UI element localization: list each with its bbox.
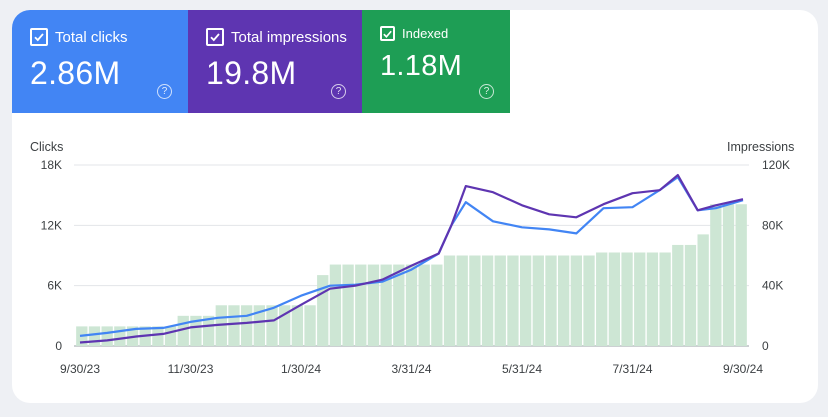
indexed-bar xyxy=(443,255,456,346)
total-clicks-label: Total clicks xyxy=(55,28,128,46)
indexed-bar xyxy=(114,326,126,346)
y-right-tick-label: 40K xyxy=(762,279,783,293)
left-axis-title: Clicks xyxy=(30,140,64,154)
indexed-bar xyxy=(241,305,253,346)
indexed-bar xyxy=(722,204,735,346)
indexed-bar xyxy=(380,264,392,346)
indexed-bar xyxy=(101,326,113,346)
indexed-bar xyxy=(697,234,709,346)
indexed-bar xyxy=(659,252,671,346)
total-impressions-tile[interactable]: Total impressions 19.8M ? xyxy=(188,10,362,113)
indexed-bar xyxy=(494,255,506,346)
indexed-tile[interactable]: Indexed 1.18M ? xyxy=(362,10,510,113)
indexed-bar xyxy=(164,326,177,346)
indexed-bar xyxy=(418,264,430,346)
y-left-tick-label: 6K xyxy=(47,279,62,293)
indexed-bar xyxy=(608,252,621,346)
indexed-bar xyxy=(304,305,316,346)
indexed-bar xyxy=(177,315,189,346)
indexed-bar xyxy=(329,264,342,346)
indexed-bar xyxy=(266,305,278,346)
indexed-bar xyxy=(431,264,443,346)
indexed-bar xyxy=(367,264,380,346)
y-left-tick-label: 18K xyxy=(41,158,62,172)
checkbox-checked-icon[interactable] xyxy=(206,28,224,46)
total-impressions-label: Total impressions xyxy=(231,28,347,46)
indexed-bar xyxy=(190,315,202,346)
help-circle-icon[interactable]: ? xyxy=(479,84,494,99)
indexed-bar xyxy=(481,255,494,346)
total-impressions-value: 19.8M xyxy=(206,55,297,91)
x-tick-label: 11/30/23 xyxy=(168,362,214,376)
indexed-bar xyxy=(152,326,164,346)
indexed-bar xyxy=(621,252,633,346)
indexed-bar xyxy=(456,255,468,346)
y-right-tick-label: 120K xyxy=(762,158,790,172)
x-tick-label: 3/31/24 xyxy=(391,362,431,376)
indexed-bar xyxy=(519,255,532,346)
indexed-bar xyxy=(634,252,646,346)
total-clicks-tile[interactable]: Total clicks 2.86M ? xyxy=(12,10,188,113)
impressions-series-line xyxy=(79,174,744,344)
y-right-tick-label: 80K xyxy=(762,218,783,232)
help-circle-icon[interactable]: ? xyxy=(157,84,172,99)
checkbox-checked-icon[interactable] xyxy=(380,26,395,41)
indexed-header: Indexed xyxy=(380,26,448,41)
indexed-bar xyxy=(583,255,595,346)
total-clicks-header: Total clicks xyxy=(30,28,128,46)
indexed-bar xyxy=(672,244,684,346)
indexed-bar xyxy=(342,264,354,346)
x-tick-label: 9/30/24 xyxy=(723,362,763,376)
indexed-bar xyxy=(532,255,544,346)
indexed-bar xyxy=(291,305,304,346)
help-circle-icon[interactable]: ? xyxy=(331,84,346,99)
indexed-bar xyxy=(710,204,722,346)
y-left-tick-label: 12K xyxy=(41,218,62,232)
indexed-bar xyxy=(88,326,101,346)
indexed-bar xyxy=(253,305,265,346)
x-tick-label: 5/31/24 xyxy=(502,362,542,376)
y-left-tick-label: 0 xyxy=(55,339,62,353)
indexed-bar xyxy=(545,255,557,346)
indexed-bar xyxy=(228,305,240,346)
x-tick-label: 1/30/24 xyxy=(281,362,321,376)
indexed-bar xyxy=(405,264,418,346)
y-right-tick-label: 0 xyxy=(762,339,769,353)
x-tick-label: 7/31/24 xyxy=(612,362,652,376)
indexed-bar xyxy=(469,255,481,346)
indexed-bar xyxy=(684,244,697,346)
indexed-bar xyxy=(596,252,608,346)
indexed-bar xyxy=(355,264,367,346)
indexed-bar xyxy=(735,204,747,346)
total-impressions-header: Total impressions xyxy=(206,28,347,46)
indexed-bar xyxy=(393,264,405,346)
indexed-bar xyxy=(646,252,659,346)
indexed-bar xyxy=(507,255,519,346)
indexed-bar xyxy=(279,305,291,346)
indexed-bar xyxy=(570,255,582,346)
indexed-bar xyxy=(558,255,570,346)
indexed-bar xyxy=(317,275,329,346)
indexed-bar xyxy=(202,315,215,346)
indexed-value: 1.18M xyxy=(380,50,463,82)
indexed-label: Indexed xyxy=(402,26,449,41)
checkbox-checked-icon[interactable] xyxy=(30,28,48,46)
x-tick-label: 9/30/23 xyxy=(60,362,100,376)
total-clicks-value: 2.86M xyxy=(30,55,121,91)
right-axis-title: Impressions xyxy=(727,140,795,154)
